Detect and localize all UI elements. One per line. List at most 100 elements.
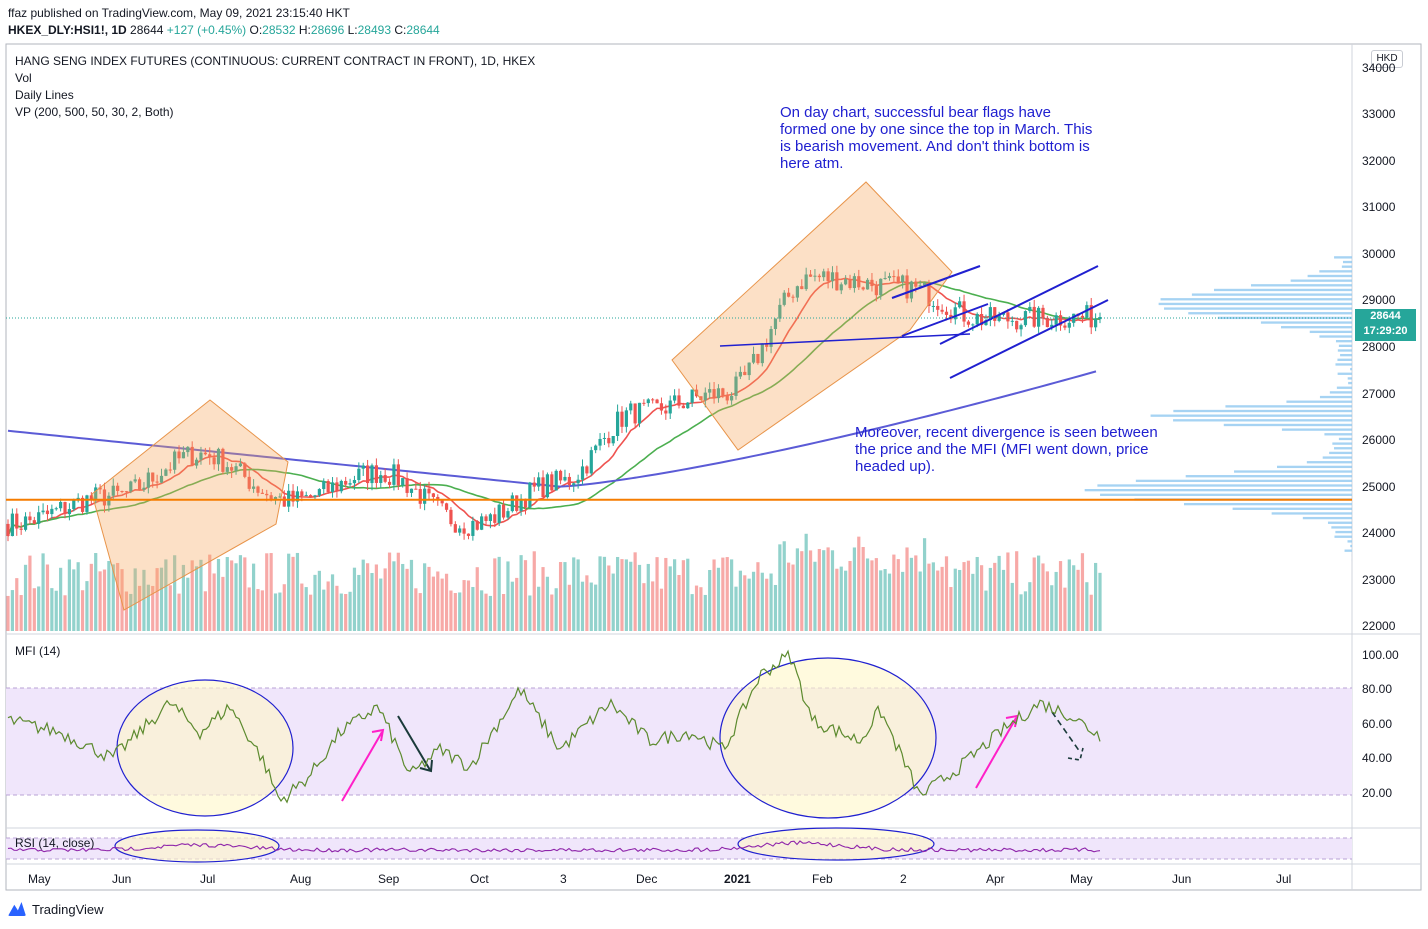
volume-bar [506, 561, 510, 631]
candle-body [892, 276, 896, 278]
volume-profile-bar [1280, 326, 1352, 329]
mfi-tick-label: 80.00 [1362, 682, 1393, 697]
volume-bar [580, 581, 585, 631]
candle-body [607, 437, 611, 444]
candle-body [778, 304, 782, 319]
volume-bar [756, 562, 760, 631]
candle-body [738, 371, 742, 377]
volume-bar [10, 590, 14, 631]
candle-body [89, 495, 93, 500]
volume-bar [510, 581, 514, 631]
volume-bar [738, 570, 742, 631]
volume-bar [699, 587, 703, 631]
candle-body [313, 495, 317, 497]
volume-bar [212, 573, 216, 631]
candle-body [309, 495, 313, 497]
candle-body [651, 399, 655, 401]
volume-profile-bar [1337, 372, 1352, 375]
tradingview-logo[interactable]: TradingView [8, 902, 104, 917]
candle-body [703, 392, 707, 401]
volume-bar [493, 558, 497, 631]
volume-bar [63, 595, 67, 631]
candle-body [208, 454, 212, 458]
candle-body [712, 389, 716, 399]
candle-body [352, 479, 357, 484]
candle-body [392, 464, 396, 485]
volume-profile-bar [1183, 502, 1352, 506]
candle-body [523, 498, 528, 508]
candle-body [177, 451, 181, 459]
candle-body [1080, 315, 1085, 318]
volume-bar [444, 573, 449, 631]
volume-profile-bar [1281, 428, 1352, 431]
candle-body [1006, 312, 1010, 322]
volume-profile-bar [1223, 423, 1352, 427]
candle-body [265, 493, 269, 496]
candle-body [782, 292, 786, 305]
candle-body [1045, 317, 1049, 328]
volume-bar [988, 567, 992, 631]
legend-rsi[interactable]: RSI (14, close) [15, 836, 95, 850]
flag-rect-1 [91, 399, 289, 611]
legend-daily-lines[interactable]: Daily Lines [15, 88, 74, 102]
candle-body [238, 463, 243, 467]
volume-bar [892, 554, 896, 631]
volume-bar [190, 560, 194, 631]
volume-bar [431, 576, 435, 631]
currency-button[interactable]: HKD [1371, 50, 1403, 68]
legend-vol[interactable]: Vol [15, 71, 32, 85]
volume-bar [423, 563, 427, 631]
candle-body [1063, 325, 1067, 328]
volume-bar [304, 587, 308, 631]
volume-bar [572, 557, 576, 631]
candle-body [896, 276, 900, 283]
volume-bar [89, 563, 93, 631]
volume-bar [238, 555, 243, 631]
time-tick-label: 2 [900, 872, 907, 886]
low-value: 28493 [357, 23, 391, 37]
volume-bars [6, 533, 1102, 631]
candle-body [931, 305, 935, 307]
candle-body [1028, 306, 1032, 312]
volume-bar [488, 595, 493, 631]
volume-bar [914, 555, 918, 631]
candle-body [379, 475, 383, 483]
candle-body [335, 482, 339, 492]
last-price-value: 28644 [1370, 310, 1401, 322]
candle-body [936, 305, 940, 310]
volume-bar [694, 585, 699, 631]
volume-bar [260, 590, 264, 631]
candle-body [488, 514, 493, 521]
candle-body [760, 343, 764, 364]
volume-bar [230, 560, 234, 631]
candle-body [708, 389, 712, 393]
legend-vp[interactable]: VP (200, 500, 50, 30, 2, Both) [15, 105, 174, 119]
candle-body [519, 498, 523, 511]
volume-bar [107, 561, 111, 631]
volume-bar [905, 547, 909, 631]
volume-profile-bar [1135, 479, 1352, 483]
candle-body [677, 395, 681, 406]
volume-bar [116, 562, 120, 631]
volume-profile-bar [1307, 274, 1352, 278]
volume-bar [940, 566, 944, 631]
tradingview-logo-icon [8, 902, 26, 916]
candle-body [440, 500, 444, 504]
candle-body [1015, 320, 1019, 330]
candle-body [857, 276, 861, 288]
volume-bar [401, 563, 405, 631]
volume-bar [589, 582, 593, 631]
volume-bar [751, 571, 756, 631]
volume-bar [629, 561, 633, 631]
candle-body [317, 489, 321, 496]
volume-bar [247, 587, 251, 631]
candle-body [256, 486, 260, 493]
volume-bar [537, 586, 541, 631]
candle-body [423, 488, 427, 504]
legend-mfi[interactable]: MFI (14) [15, 644, 61, 658]
volume-bar [1089, 594, 1093, 631]
candle-body [585, 466, 589, 474]
volume-bar [216, 558, 221, 631]
candle-body [1010, 320, 1014, 322]
